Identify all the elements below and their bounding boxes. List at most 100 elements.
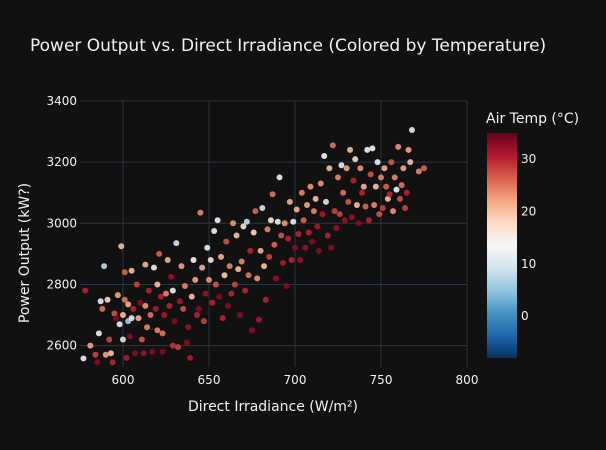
colorbar-tick-label: 20 xyxy=(521,204,536,218)
data-point xyxy=(164,256,171,263)
data-point xyxy=(195,305,202,312)
data-point xyxy=(316,247,323,254)
chart-title: Power Output vs. Direct Irradiance (Colo… xyxy=(30,36,546,56)
x-tick-label: 700 xyxy=(284,373,307,387)
data-point xyxy=(403,189,410,196)
data-point xyxy=(113,315,120,322)
data-point xyxy=(168,273,175,280)
data-point xyxy=(378,174,384,181)
data-point xyxy=(245,272,252,279)
data-point xyxy=(144,324,151,331)
data-point xyxy=(286,198,293,205)
data-point xyxy=(212,281,219,288)
data-point xyxy=(142,302,149,309)
data-point xyxy=(116,321,123,328)
data-point xyxy=(393,186,400,193)
data-point xyxy=(173,240,180,247)
data-point xyxy=(200,318,207,325)
data-point xyxy=(362,203,369,210)
y-tick-label: 3400 xyxy=(46,94,77,108)
data-point xyxy=(292,244,298,251)
data-point xyxy=(293,206,300,213)
data-point xyxy=(125,301,132,308)
data-point xyxy=(269,191,276,198)
data-point xyxy=(130,305,137,312)
data-point xyxy=(175,344,182,351)
x-tick-label: 600 xyxy=(112,373,135,387)
data-point xyxy=(202,290,209,297)
data-point xyxy=(384,195,391,202)
data-point xyxy=(95,330,102,337)
x-tick-label: 800 xyxy=(456,373,479,387)
data-point xyxy=(255,316,262,323)
data-point xyxy=(347,146,354,153)
data-point xyxy=(107,350,114,357)
colorbar-ticks: 0 10 20 30 xyxy=(521,152,536,323)
data-point xyxy=(295,231,302,237)
data-point xyxy=(357,165,364,172)
data-point xyxy=(97,298,104,305)
data-point xyxy=(120,336,126,343)
data-point xyxy=(290,218,297,225)
data-point xyxy=(242,287,249,294)
data-point xyxy=(228,290,235,297)
data-point xyxy=(348,214,355,221)
data-point xyxy=(109,359,116,366)
data-point xyxy=(214,217,221,224)
data-point xyxy=(181,282,188,289)
data-point xyxy=(149,348,156,355)
data-point xyxy=(240,223,247,230)
data-point xyxy=(331,208,338,215)
colorbar-tick-label: 10 xyxy=(521,257,536,271)
data-point xyxy=(157,293,164,300)
data-point xyxy=(326,165,333,172)
colorbar-tick-label: 0 xyxy=(521,309,529,323)
data-point xyxy=(243,218,250,225)
data-point xyxy=(233,232,240,239)
data-point xyxy=(137,299,144,306)
data-point xyxy=(135,315,142,322)
data-point xyxy=(249,327,255,334)
data-point xyxy=(276,174,283,181)
data-point xyxy=(305,229,312,236)
data-point xyxy=(261,263,268,270)
data-point xyxy=(171,318,178,325)
y-tick-label: 2800 xyxy=(46,277,77,291)
data-point xyxy=(415,168,422,175)
data-point xyxy=(319,211,326,218)
data-point xyxy=(262,296,269,303)
data-point xyxy=(154,281,161,288)
data-point xyxy=(138,336,145,343)
data-point xyxy=(352,156,359,163)
data-point xyxy=(114,292,121,299)
data-point xyxy=(197,209,204,216)
data-point xyxy=(166,302,173,309)
data-points xyxy=(80,127,427,366)
data-point xyxy=(407,159,414,166)
data-point xyxy=(104,296,111,303)
data-point xyxy=(379,205,386,212)
data-point xyxy=(223,238,230,245)
colorbar-title: Air Temp (°C) xyxy=(486,111,579,127)
data-point xyxy=(278,232,285,239)
data-point xyxy=(80,355,87,362)
data-point xyxy=(150,264,157,271)
data-point xyxy=(132,350,139,357)
data-point xyxy=(188,293,195,300)
data-point xyxy=(285,235,292,242)
data-point xyxy=(281,220,288,227)
data-point xyxy=(190,256,197,263)
data-point xyxy=(304,201,311,208)
data-point xyxy=(288,256,295,263)
x-axis-title: Direct Irradiance (W/m²) xyxy=(188,399,358,415)
data-point xyxy=(405,146,412,153)
data-point xyxy=(154,327,161,334)
data-point xyxy=(126,333,133,340)
y-tick-label: 3200 xyxy=(46,155,77,169)
y-axis-title: Power Output (kW?) xyxy=(17,183,33,323)
axis-ticks: 600 650 700 750 800 2600 2800 3000 3200 3400 xyxy=(46,94,478,387)
data-point xyxy=(398,182,405,189)
data-point xyxy=(372,183,379,190)
data-point xyxy=(219,315,226,322)
